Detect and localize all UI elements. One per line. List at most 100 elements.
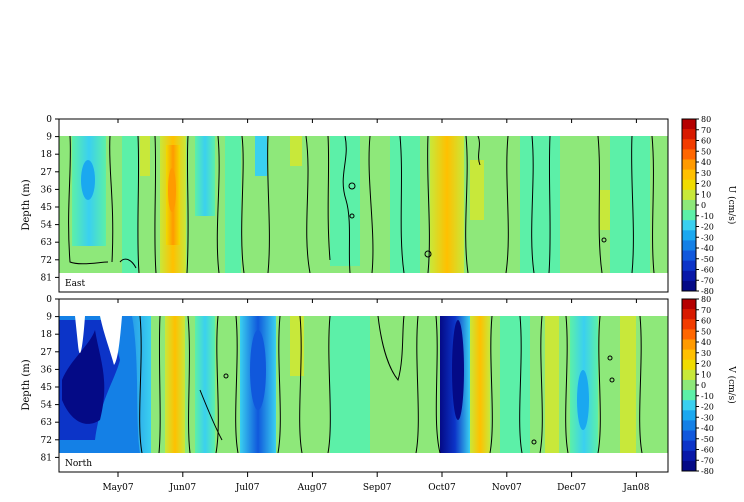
colorbar-tick-label: -10 <box>701 392 714 401</box>
colorbar-tick-label: -50 <box>701 435 714 444</box>
colorbar-swatch <box>682 400 696 411</box>
x-tick-label: Jul07 <box>235 483 260 493</box>
colorbar-swatch <box>682 129 696 140</box>
colorbar-swatch <box>682 309 696 320</box>
colorbar-swatch <box>682 250 696 262</box>
colorbar-tick-label: 50 <box>701 147 711 156</box>
colorbar-tick-label: 80 <box>701 295 711 304</box>
colorbar-tick-label: 40 <box>701 158 711 167</box>
colorbar-swatch <box>682 230 696 241</box>
colorbar-tick-label: 30 <box>701 169 711 178</box>
colorbar-tick-label: 60 <box>701 137 711 146</box>
colorbar-swatch <box>682 210 696 221</box>
colorbar-swatch <box>682 319 696 330</box>
colorbar-swatch <box>682 240 696 252</box>
colorbar-swatch <box>682 260 696 272</box>
colorbar-swatch <box>682 369 696 381</box>
colorbar-swatch <box>682 450 696 462</box>
y-tick-label: 0 <box>46 115 52 125</box>
x-tick-label: Nov07 <box>492 483 522 493</box>
north-ylabel: Depth (m) <box>21 359 32 410</box>
east-colorbar: 80706050403020100-10-20-30-40-50-60-70-8… <box>681 115 714 296</box>
y-tick-label: 81 <box>41 273 52 283</box>
y-tick-label: 27 <box>41 168 53 178</box>
colorbar-swatch <box>682 139 696 150</box>
y-tick-label: 45 <box>41 383 53 393</box>
colorbar-tick-label: 40 <box>701 338 711 347</box>
east-panel-label: East <box>65 279 86 289</box>
colorbar-tick-label: -60 <box>701 446 714 455</box>
x-tick-label: Dec07 <box>557 483 586 493</box>
colorbar-swatch <box>682 349 696 361</box>
colorbar-swatch <box>682 299 696 310</box>
colorbar-tick-label: 10 <box>701 190 711 199</box>
y-tick-label: 36 <box>41 185 53 195</box>
north-colorbar-label: V (cm/s) <box>726 365 737 404</box>
y-tick-label: 81 <box>41 453 52 463</box>
east-heatmap <box>59 136 668 273</box>
colorbar-tick-label: -20 <box>701 403 714 412</box>
colorbar-tick-label: -10 <box>701 212 714 221</box>
colorbar-swatch <box>682 119 696 130</box>
y-tick-label: 72 <box>41 256 52 266</box>
colorbar-swatch <box>682 410 696 421</box>
x-axis: May07 Jun07 Jul07 Aug07 Sep07 Oct07 Nov07 Dec07… <box>102 119 650 493</box>
colorbar-tick-label: -70 <box>701 276 714 285</box>
north-y-ticks: 0 9 18 27 36 45 54 63 72 81 <box>41 295 59 463</box>
colorbar-tick-label: -30 <box>701 233 714 242</box>
colorbar-tick-label: 0 <box>701 381 706 390</box>
colorbar-swatch <box>682 420 696 432</box>
y-tick-label: 18 <box>41 330 53 340</box>
colorbar-tick-label: 70 <box>701 126 711 135</box>
y-tick-label: 72 <box>41 436 52 446</box>
x-tick-label: Oct07 <box>428 483 456 493</box>
colorbar-swatch <box>682 440 696 452</box>
east-panel: East Depth (m) 0 9 18 27 36 45 54 63 72 81 <box>21 115 669 293</box>
north-panel-label: North <box>65 459 92 469</box>
y-tick-label: 54 <box>41 221 53 231</box>
colorbar-tick-label: -30 <box>701 413 714 422</box>
y-tick-label: 0 <box>46 295 52 305</box>
colorbar-tick-label: -80 <box>701 467 714 476</box>
colorbar-swatch <box>682 159 696 171</box>
north-heatmap <box>59 316 668 453</box>
colorbar-swatch <box>682 149 696 160</box>
colorbar-swatch <box>682 169 696 181</box>
colorbar-tick-label: 0 <box>701 201 706 210</box>
colorbar-tick-label: -80 <box>701 287 714 296</box>
colorbar-tick-label: -20 <box>701 223 714 232</box>
y-tick-label: 54 <box>41 401 53 411</box>
colorbar-tick-label: 20 <box>701 180 711 189</box>
colorbar-tick-label: 10 <box>701 370 711 379</box>
colorbar-swatch <box>682 329 696 340</box>
colorbar-swatch <box>682 430 696 442</box>
colorbar-tick-label: 70 <box>701 306 711 315</box>
colorbar-tick-label: -40 <box>701 244 714 253</box>
colorbar-tick-label: 80 <box>701 115 711 124</box>
y-tick-label: 27 <box>41 348 53 358</box>
colorbar-swatch <box>682 460 696 472</box>
colorbar-tick-label: 30 <box>701 349 711 358</box>
x-tick-label: Jun07 <box>168 483 196 493</box>
north-panel: North Depth (m) 0 9 18 27 36 45 54 63 72 81 <box>21 295 669 473</box>
colorbar-tick-label: -40 <box>701 424 714 433</box>
y-tick-label: 63 <box>41 418 53 428</box>
y-tick-label: 9 <box>46 313 52 323</box>
x-tick-label: Aug07 <box>297 483 328 493</box>
colorbar-swatch <box>682 199 696 211</box>
colorbar-tick-label: -70 <box>701 456 714 465</box>
y-tick-label: 63 <box>41 238 53 248</box>
colorbar-tick-label: 60 <box>701 317 711 326</box>
colorbar-swatch <box>682 220 696 231</box>
colorbar-tick-label: -50 <box>701 255 714 264</box>
north-colorbar: 80706050403020100-10-20-30-40-50-60-70-8… <box>681 295 714 476</box>
colorbar-tick-label: 20 <box>701 360 711 369</box>
y-tick-label: 36 <box>41 365 53 375</box>
east-y-ticks: 0 9 18 27 36 45 54 63 72 81 <box>41 115 59 283</box>
colorbar-swatch <box>682 339 696 351</box>
colorbar-swatch <box>682 359 696 371</box>
colorbar-swatch <box>682 189 696 201</box>
x-tick-label: Sep07 <box>363 483 392 493</box>
colorbar-swatch <box>682 379 696 391</box>
